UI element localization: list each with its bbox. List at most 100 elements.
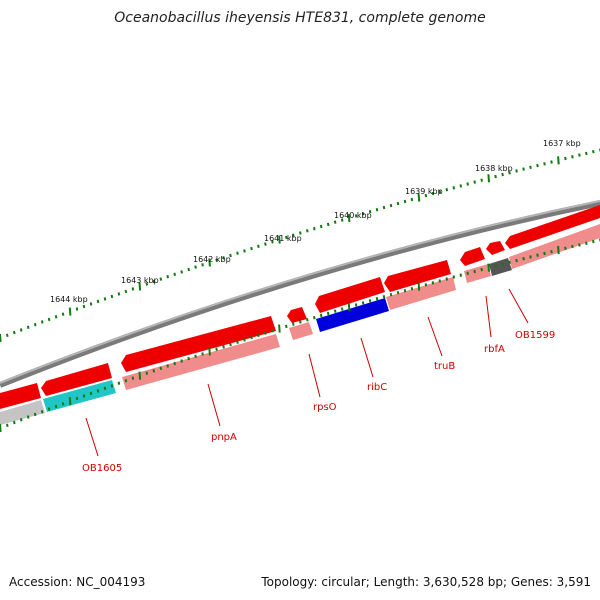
gene-arrow[interactable] bbox=[315, 277, 385, 313]
gene-arrow[interactable] bbox=[121, 316, 276, 372]
tick-mark bbox=[285, 324, 288, 329]
inner-tick-scale bbox=[0, 238, 600, 433]
gene-block[interactable] bbox=[386, 277, 456, 310]
gene-arrow[interactable] bbox=[41, 363, 112, 396]
gene-block-OB1605[interactable] bbox=[43, 380, 116, 412]
tick-mark bbox=[487, 263, 490, 272]
tick-mark bbox=[480, 178, 483, 182]
genome-backbone bbox=[0, 200, 600, 388]
tick-mark bbox=[473, 180, 476, 184]
tick-mark bbox=[110, 294, 114, 299]
tick-mark bbox=[313, 316, 316, 320]
gene-block[interactable] bbox=[464, 264, 491, 283]
tick-mark bbox=[40, 410, 44, 414]
leader-line bbox=[207, 383, 221, 427]
tick-mark bbox=[564, 156, 567, 161]
tick-mark bbox=[410, 287, 414, 291]
tick-mark bbox=[564, 246, 567, 250]
tick-mark bbox=[417, 193, 421, 202]
tick-mark bbox=[250, 335, 253, 340]
tick-mark bbox=[278, 235, 281, 244]
tick-mark bbox=[124, 379, 128, 383]
forward-strand-genes bbox=[0, 205, 600, 409]
tick-mark bbox=[585, 151, 588, 156]
gene-block[interactable] bbox=[122, 334, 280, 390]
tick-mark bbox=[466, 182, 469, 186]
tick-mark bbox=[215, 347, 218, 351]
tick-mark bbox=[299, 231, 302, 235]
gene-label-truB[interactable]: truB bbox=[434, 361, 455, 372]
gene-block[interactable] bbox=[289, 322, 313, 340]
tick-mark bbox=[68, 397, 72, 406]
gene-arrow[interactable] bbox=[486, 241, 505, 255]
tick-mark bbox=[138, 371, 142, 380]
tick-mark bbox=[222, 256, 225, 260]
tick-mark bbox=[82, 394, 86, 398]
kbp-label: 1643 kbp bbox=[121, 276, 159, 285]
tick-mark bbox=[306, 229, 309, 233]
tick-mark bbox=[243, 249, 246, 253]
tick-mark bbox=[124, 289, 128, 294]
gene-arrow[interactable] bbox=[460, 247, 485, 266]
tick-mark bbox=[208, 347, 211, 356]
tick-mark bbox=[271, 329, 274, 333]
tick-mark bbox=[33, 323, 37, 327]
gene-arrow[interactable] bbox=[384, 260, 451, 292]
tick-mark bbox=[389, 203, 393, 208]
tick-mark bbox=[340, 307, 344, 311]
tick-mark bbox=[264, 331, 267, 335]
tick-mark bbox=[557, 156, 560, 165]
tick-mark bbox=[375, 208, 379, 212]
gene-label-OB1599[interactable]: OB1599 bbox=[515, 330, 555, 341]
tick-mark bbox=[103, 386, 107, 390]
outer-tick-scale bbox=[0, 148, 600, 343]
gene-label-leaders bbox=[85, 288, 529, 457]
tick-mark bbox=[96, 389, 100, 393]
tick-mark bbox=[494, 174, 497, 179]
tick-mark bbox=[361, 301, 365, 305]
kbp-label: 1641 kbp bbox=[264, 234, 302, 243]
gene-block-OB1599[interactable] bbox=[489, 258, 512, 276]
leader-line bbox=[485, 295, 492, 338]
gene-arrow[interactable] bbox=[0, 383, 41, 409]
tick-mark bbox=[180, 270, 183, 274]
tick-mark bbox=[347, 302, 351, 312]
tick-mark bbox=[494, 264, 497, 268]
tick-mark bbox=[431, 281, 435, 285]
kbp-labels: 1637 kbp 1638 kbp 1639 kbp 1640 kbp 1641… bbox=[50, 139, 581, 304]
tick-mark bbox=[89, 302, 93, 306]
gene-label-ribC[interactable]: ribC bbox=[367, 382, 387, 393]
tick-mark bbox=[592, 150, 595, 154]
gene-label-rbfA[interactable]: rbfA bbox=[484, 344, 505, 355]
tick-mark bbox=[54, 404, 58, 409]
gene-block-ribC[interactable] bbox=[316, 298, 389, 332]
tick-mark bbox=[515, 258, 518, 263]
tick-mark bbox=[382, 205, 386, 210]
tick-mark bbox=[26, 325, 30, 329]
tick-mark bbox=[382, 295, 386, 299]
tick-mark bbox=[501, 172, 504, 177]
tick-mark bbox=[6, 333, 9, 337]
gene-arrow[interactable] bbox=[287, 307, 307, 323]
tick-mark bbox=[47, 407, 51, 411]
gene-label-OB1605[interactable]: OB1605 bbox=[82, 463, 122, 474]
tick-mark bbox=[215, 258, 218, 262]
tick-mark bbox=[0, 423, 2, 433]
tick-mark bbox=[396, 201, 400, 206]
gene-arrow[interactable] bbox=[505, 205, 600, 249]
tick-mark bbox=[40, 320, 44, 324]
gene-label-rpsO[interactable]: rpsO bbox=[313, 402, 337, 413]
tick-mark bbox=[89, 391, 93, 396]
tick-mark bbox=[396, 291, 400, 295]
tick-mark bbox=[117, 381, 121, 385]
gene-block[interactable] bbox=[509, 224, 600, 269]
reverse-strand-genes bbox=[0, 224, 600, 425]
tick-mark bbox=[431, 191, 435, 196]
tick-mark bbox=[0, 333, 2, 343]
leader-line bbox=[360, 337, 374, 378]
gene-label-pnpA[interactable]: pnpA bbox=[211, 432, 237, 443]
tick-mark bbox=[550, 250, 553, 254]
tick-mark bbox=[131, 287, 135, 291]
tick-mark bbox=[306, 318, 309, 322]
gene-block[interactable] bbox=[0, 400, 45, 425]
